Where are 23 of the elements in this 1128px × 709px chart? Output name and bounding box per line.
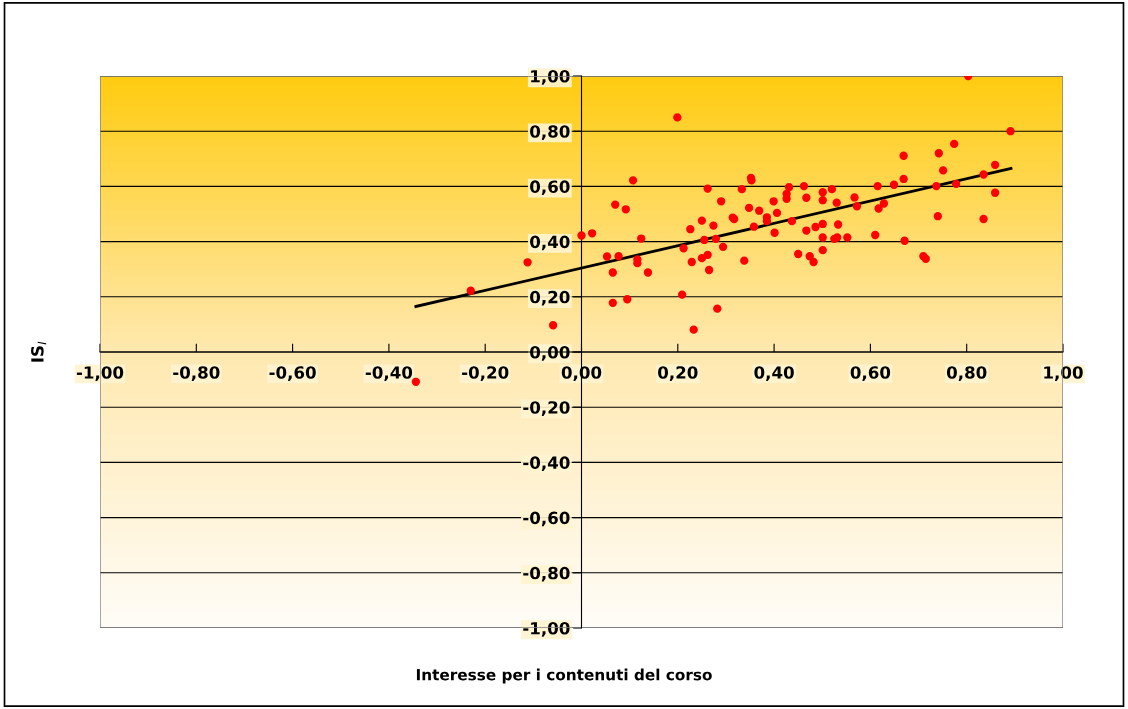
x-tick-label: 0,80: [946, 366, 987, 381]
y-tick-label: -0,80: [523, 566, 570, 582]
y-tick-label: 0,00: [530, 345, 570, 361]
x-axis-title: Interesse per i contenuti del corso: [416, 668, 712, 684]
y-tick-label: 0,80: [530, 125, 570, 140]
x-tick-label: -0,40: [365, 366, 413, 381]
y-tick-label: 0,60: [530, 180, 570, 196]
x-tick-label: 0,60: [850, 366, 891, 381]
x-tick-label: -0,80: [173, 366, 220, 381]
y-tick-label: -0,20: [523, 401, 570, 416]
x-tick-label: 1,00: [1044, 366, 1083, 381]
x-tick-label: -0,60: [269, 366, 316, 381]
y-tick-label: 0,20: [530, 290, 570, 306]
y-axis-title: IS$_{I}$: [31, 341, 47, 362]
x-tick-label: 0,20: [658, 366, 698, 381]
x-tick-label: 0,40: [754, 366, 794, 381]
y-tick-label: 1,00: [531, 69, 570, 85]
x-tick-label: -0,20: [462, 366, 509, 381]
y-tick-label: -1,00: [523, 621, 570, 637]
y-tick-label: 0,40: [530, 235, 570, 251]
x-tick-label: -1,00: [76, 366, 124, 381]
y-tick-label: -0,40: [523, 456, 570, 472]
y-tick-label: -0,60: [523, 511, 570, 527]
